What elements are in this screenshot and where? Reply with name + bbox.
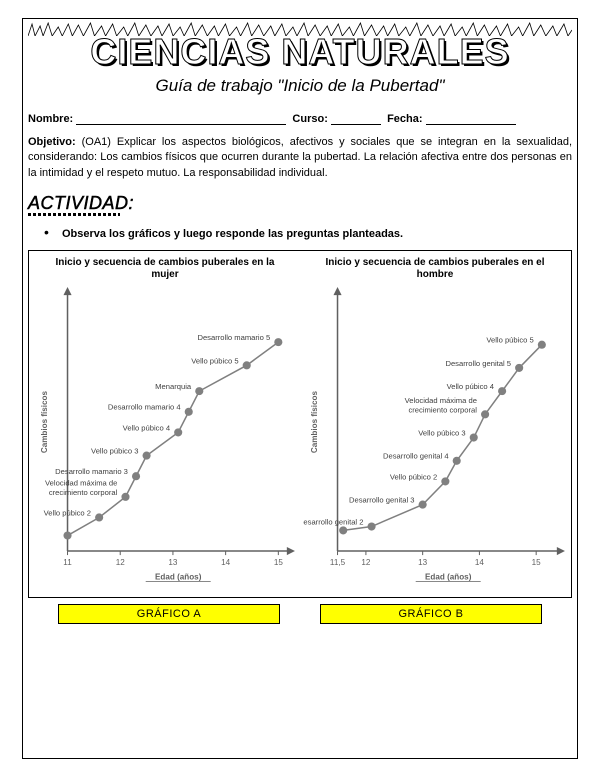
date-label: Fecha: [387, 113, 422, 125]
page-title: CIENCIAS NATURALES [28, 34, 572, 70]
svg-text:11: 11 [63, 558, 72, 567]
svg-text:13: 13 [418, 558, 428, 567]
svg-text:Desarrollo mamario 3: Desarrollo mamario 3 [55, 467, 128, 476]
charts-frame: Inicio y secuencia de cambios puberales … [28, 250, 572, 598]
svg-text:15: 15 [274, 558, 284, 567]
svg-text:Vello púbico 4: Vello púbico 4 [123, 424, 171, 433]
svg-text:Cambios físicos: Cambios físicos [310, 391, 319, 454]
date-blank[interactable] [426, 112, 516, 125]
svg-text:13: 13 [168, 558, 178, 567]
objective-text: Objetivo: (OA1) Explicar los aspectos bi… [28, 135, 572, 181]
svg-text:Vello púbico 2: Vello púbico 2 [44, 509, 91, 518]
svg-text:Vello púbico 5: Vello púbico 5 [191, 356, 238, 365]
svg-text:12: 12 [116, 558, 126, 567]
svg-text:Desarrollo genital 3: Desarrollo genital 3 [349, 496, 415, 505]
svg-text:Vello púbico 2: Vello púbico 2 [390, 473, 437, 482]
svg-text:Vello púbico 5: Vello púbico 5 [486, 336, 533, 345]
chart-b-title: Inicio y secuencia de cambios puberales … [303, 257, 567, 281]
name-blank[interactable] [76, 112, 286, 125]
name-label: Nombre: [28, 113, 73, 125]
chart-b-label: GRÁFICO B [320, 604, 542, 624]
svg-text:crecimiento corporal: crecimiento corporal [408, 405, 477, 414]
svg-text:12: 12 [361, 558, 371, 567]
svg-text:Velocidad máxima de: Velocidad máxima de [45, 479, 117, 488]
chart-a-title: Inicio y secuencia de cambios puberales … [33, 257, 297, 281]
chart-labels-row: GRÁFICO A GRÁFICO B [28, 604, 572, 624]
svg-text:Velocidad máxima de: Velocidad máxima de [405, 396, 477, 405]
activity-header: ACTIVIDAD: [28, 193, 572, 214]
svg-text:Desarrollo mamario 4: Desarrollo mamario 4 [108, 403, 182, 412]
student-fields: Nombre: Curso: Fecha: [28, 112, 572, 125]
chart-b-svg: Cambios físicos 11,5 12 13 14 15 Edad (años) De… [303, 285, 567, 590]
svg-text:14: 14 [475, 558, 485, 567]
svg-text:Desarrollo mamario 5: Desarrollo mamario 5 [197, 333, 270, 342]
svg-text:crecimiento corporal: crecimiento corporal [49, 488, 118, 497]
svg-text:Desarrollo genital 5: Desarrollo genital 5 [445, 359, 511, 368]
instruction: Observa los gráficos y luego responde la… [44, 224, 572, 240]
svg-text:Cambios físicos: Cambios físicos [40, 391, 49, 454]
page-subtitle: Guía de trabajo "Inicio de la Pubertad" [28, 76, 572, 96]
svg-text:Vello púbico 4: Vello púbico 4 [447, 382, 495, 391]
svg-text:14: 14 [221, 558, 231, 567]
svg-text:15: 15 [532, 558, 542, 567]
grass-decoration [28, 22, 572, 36]
svg-text:Desarrollo genital 4: Desarrollo genital 4 [383, 452, 449, 461]
course-label: Curso: [292, 113, 327, 125]
chart-b: Inicio y secuencia de cambios puberales … [303, 257, 567, 593]
chart-a-label: GRÁFICO A [58, 604, 280, 624]
svg-text:Desarrollo genital 2: Desarrollo genital 2 [303, 518, 363, 527]
svg-text:Edad (años): Edad (años) [425, 573, 472, 582]
chart-a: Inicio y secuencia de cambios puberales … [33, 257, 297, 593]
svg-text:11,5: 11,5 [330, 558, 346, 567]
svg-text:Menarquia: Menarquia [155, 382, 192, 391]
svg-text:Vello púbico 3: Vello púbico 3 [418, 429, 465, 438]
svg-text:Vello púbico 3: Vello púbico 3 [91, 447, 138, 456]
chart-a-svg: Cambios físicos 11 12 13 14 15 Edad (años) Vell… [33, 285, 297, 590]
course-blank[interactable] [331, 112, 381, 125]
svg-text:Edad (años): Edad (años) [155, 573, 202, 582]
